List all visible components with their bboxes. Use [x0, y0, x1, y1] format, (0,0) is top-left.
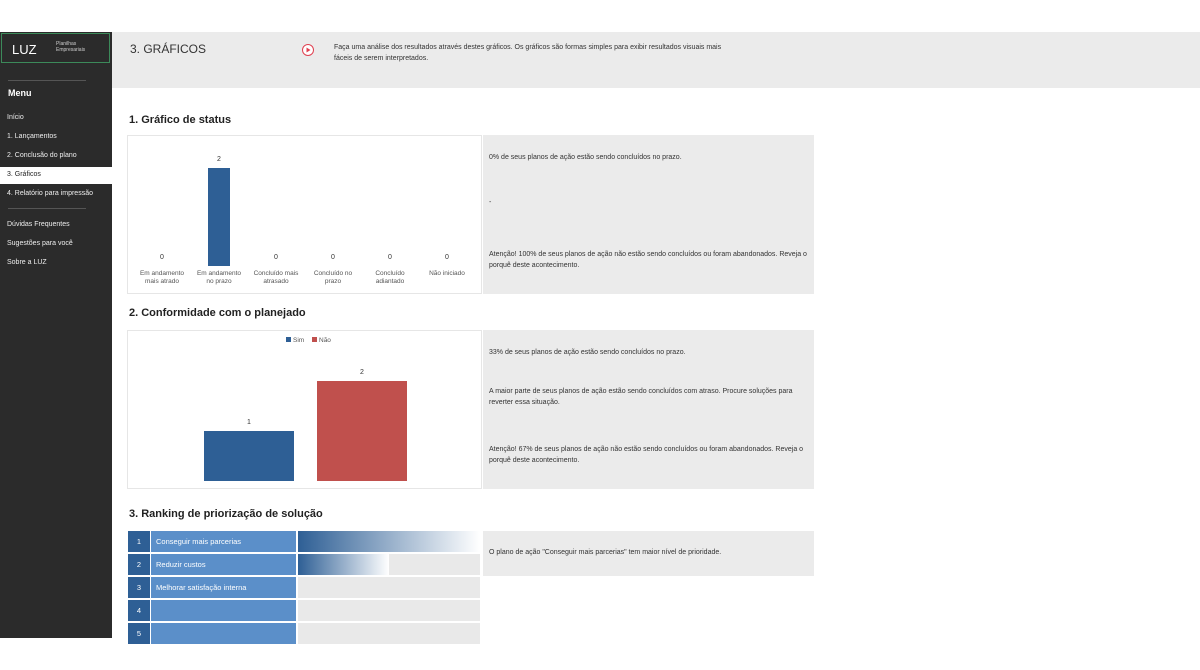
- message: Atenção! 100% de seus planos de ação não…: [489, 251, 807, 269]
- legend-entry: Não: [312, 337, 331, 344]
- menu-item: Sobre a LUZ: [7, 259, 47, 266]
- rank-name: [151, 600, 296, 621]
- rank-name: Melhorar satisfação interna: [151, 577, 296, 598]
- message: A maior parte de seus planos de ação est…: [489, 388, 793, 406]
- legend-swatch: [286, 337, 291, 342]
- x-tick-label: Em andamento no prazo: [196, 270, 242, 285]
- header: 3. GRÁFICOS Faça uma análise dos resulta…: [112, 32, 1200, 88]
- rank-name: Reduzir custos: [151, 554, 296, 575]
- x-tick-label: Não iniciado: [429, 270, 465, 277]
- chart-panel: 0 Em andamento mais atrado 2 Em andamento n…: [127, 135, 482, 294]
- rank-track: [298, 600, 480, 621]
- message-panel: O plano de ação "Conseguir mais parceria…: [483, 531, 814, 576]
- section-heading: 1. Gráfico de status: [129, 114, 232, 126]
- menu-item: Sugestões para você: [7, 240, 73, 247]
- data-label: 0: [388, 254, 392, 261]
- rank-number: 3: [128, 577, 150, 598]
- page-title: 3. GRÁFICOS: [130, 42, 207, 56]
- logo: LUZ: [1, 33, 110, 63]
- section-heading: 3. Ranking de priorização de solução: [129, 508, 323, 520]
- message-panel: 0% de seus planos de ação estão sendo co…: [483, 135, 814, 294]
- message-panel: 33% de seus planos de ação estão sendo c…: [483, 330, 814, 489]
- data-label: 0: [274, 254, 278, 261]
- legend-entry: Sim: [286, 337, 304, 344]
- rank-bar: [298, 531, 480, 552]
- logo-sub-line: Empresariais: [56, 47, 86, 53]
- menu-item: Dúvidas Frequentes: [7, 221, 70, 228]
- menu-item: Início: [7, 114, 24, 121]
- rank-name: [151, 623, 296, 644]
- rank-track: [298, 623, 480, 644]
- message: O plano de ação "Conseguir mais parceria…: [489, 549, 722, 556]
- x-tick-label: Em andamento mais atrado: [139, 270, 185, 285]
- message: -: [489, 199, 492, 206]
- logo-sub-line: Planilhas: [56, 41, 77, 47]
- data-label: 0: [160, 254, 164, 261]
- x-tick-label: Concluído adiantado: [375, 270, 405, 285]
- legend-label: Sim: [293, 337, 305, 344]
- sidebar: LUZ Planilhas Empresariais Menu Início 1. …: [0, 32, 112, 638]
- separator: [8, 80, 86, 81]
- message: Atenção! 67% de seus planos de ação não …: [489, 446, 804, 464]
- x-tick-label: Concluído no prazo: [313, 270, 353, 285]
- menu-item: 3. Gráficos: [0, 167, 112, 184]
- data-label: 1: [247, 419, 251, 426]
- section-heading: 2. Conformidade com o planejado: [129, 307, 306, 319]
- logo-sub: Planilhas Empresariais: [56, 41, 85, 53]
- menu-title: Menu: [8, 88, 32, 98]
- rank-number: 1: [128, 531, 150, 552]
- menu-item: 1. Lançamentos: [7, 133, 57, 140]
- bar: [204, 431, 294, 481]
- menu-item: 2. Conclusão do plano: [7, 152, 77, 159]
- logo-text: LUZ: [12, 42, 37, 57]
- message: 33% de seus planos de ação estão sendo c…: [489, 349, 686, 356]
- rank-bar: [298, 554, 389, 575]
- separator: [8, 208, 86, 209]
- rank-number: 5: [128, 623, 150, 644]
- data-label: 0: [445, 254, 449, 261]
- rank-number: 4: [128, 600, 150, 621]
- bar: [208, 168, 230, 266]
- description: Faça uma análise dos resultados através …: [334, 44, 722, 62]
- rank-number: 2: [128, 554, 150, 575]
- rank-track: [298, 577, 480, 598]
- legend-swatch: [312, 337, 317, 342]
- bar: [317, 381, 407, 481]
- play-icon: [302, 44, 314, 56]
- data-label: 2: [360, 369, 364, 376]
- data-label: 0: [331, 254, 335, 261]
- message: 0% de seus planos de ação estão sendo co…: [489, 154, 682, 161]
- data-label: 2: [217, 156, 221, 163]
- chart-panel: Sim 1 Não 2: [127, 330, 482, 489]
- legend-label: Não: [319, 337, 331, 344]
- rank-name: Conseguir mais parcerias: [151, 531, 296, 552]
- menu-item: 4. Relatório para impressão: [7, 190, 93, 197]
- x-tick-label: Concluído mais atrasado: [253, 270, 299, 285]
